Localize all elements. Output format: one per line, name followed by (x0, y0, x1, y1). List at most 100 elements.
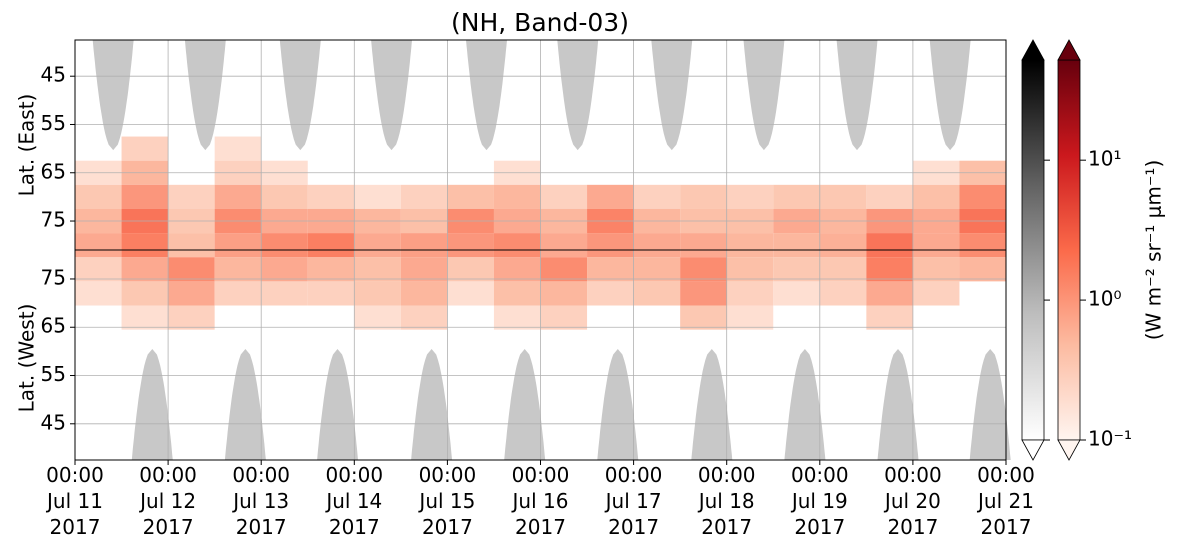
heat-cell (214, 233, 262, 258)
x-tick-label-line: 2017 (329, 515, 380, 539)
heat-cell (726, 305, 774, 330)
heat-cell (912, 184, 960, 209)
heat-cell (400, 305, 448, 330)
heat-cell (168, 184, 215, 209)
heat-cell (680, 233, 727, 258)
heat-cell (680, 305, 727, 330)
heat-cell (307, 233, 355, 258)
x-tick-label-line: 2017 (515, 515, 566, 539)
x-tick-label-line: 00:00 (884, 463, 942, 487)
heat-cell (400, 233, 448, 258)
x-tick-label-line: Jul 21 (976, 489, 1034, 513)
heat-cell (493, 233, 541, 258)
x-tick-label-line: 2017 (981, 515, 1032, 539)
heat-cell (866, 233, 913, 258)
heat-cell (121, 136, 169, 161)
y-tick-label: 45 (41, 63, 66, 87)
heat-cell (354, 184, 401, 209)
heat-cell (493, 281, 541, 306)
colorbar-tick-label: 10⁰ (1088, 287, 1121, 311)
x-tick-label: 00:00 Jul 17 2017 (604, 463, 663, 539)
heat-cell (633, 233, 681, 258)
heat-cell (680, 257, 727, 282)
x-tick-label: 00:00 Jul 12 2017 (138, 463, 197, 539)
heat-cell (354, 233, 401, 258)
heat-cell (726, 233, 774, 258)
x-tick-label-line: Jul 14 (324, 489, 382, 513)
heat-cell (447, 281, 494, 306)
x-tick-label-line: 2017 (794, 515, 845, 539)
gray-region (877, 349, 919, 460)
heat-cell (75, 233, 122, 258)
x-tick-label-line: 2017 (143, 515, 194, 539)
heat-cell (121, 257, 169, 282)
heat-cell (168, 305, 215, 330)
heat-cell (587, 281, 634, 306)
heat-cell (680, 184, 727, 209)
y-tick-label: 75 (41, 265, 66, 289)
colorbar-gray (1021, 59, 1045, 441)
colorbar-red (1057, 59, 1081, 441)
x-tick-label: 00:00 Jul 14 2017 (324, 463, 383, 539)
x-tick-label: 00:00 Jul 19 2017 (790, 463, 849, 539)
heat-cell (540, 257, 588, 282)
x-tick-label-line: 00:00 (512, 463, 570, 487)
gray-region (131, 349, 173, 460)
heat-cell (121, 305, 169, 330)
x-tick-label-line: Jul 15 (417, 489, 475, 513)
heat-cell (959, 257, 1006, 282)
heat-cell (912, 257, 960, 282)
heat-cell (540, 184, 588, 209)
x-tick-label: 00:00 Jul 13 2017 (231, 463, 290, 539)
heat-cell (866, 257, 913, 282)
heat-cell (633, 257, 681, 282)
gray-region (466, 40, 507, 151)
heat-cell (121, 281, 169, 306)
y-tick-label: 75 (41, 208, 66, 232)
heat-cell (447, 257, 494, 282)
heat-cell (540, 281, 588, 306)
x-tick-label-line: 2017 (50, 515, 101, 539)
heat-cell (261, 184, 308, 209)
x-tick-label-line: 2017 (422, 515, 473, 539)
heat-cell (866, 281, 913, 306)
heat-cell (773, 233, 820, 258)
heat-cell (261, 281, 308, 306)
heat-cell (680, 281, 727, 306)
heat-cell (959, 233, 1006, 258)
heat-cell (866, 305, 913, 330)
heat-cell (493, 257, 541, 282)
x-tick-label: 00:00 Jul 18 2017 (697, 463, 756, 539)
heat-cell (819, 281, 867, 306)
heat-cell (773, 257, 820, 282)
x-tick-label-line: 00:00 (977, 463, 1035, 487)
x-tick-label-line: 00:00 (325, 463, 383, 487)
heat-cell (121, 233, 169, 258)
colorbar-gray-extend (1021, 39, 1045, 61)
heat-cell (354, 257, 401, 282)
heat-cell (726, 257, 774, 282)
y-tick-label: 65 (41, 159, 66, 183)
y-tick-label: 65 (41, 314, 66, 338)
gray-region (557, 40, 599, 151)
colorbar-red-extend (1057, 39, 1081, 61)
heat-cell (447, 184, 494, 209)
heat-cell (261, 257, 308, 282)
heat-cell (354, 305, 401, 330)
x-tick-label-line: 00:00 (46, 463, 104, 487)
heat-cell (400, 257, 448, 282)
x-tick-label: 00:00 Jul 15 2017 (417, 463, 476, 539)
colorbar-tick-label: 10⁻¹ (1088, 427, 1132, 451)
heat-cell (400, 184, 448, 209)
x-tick-label-line: 2017 (701, 515, 752, 539)
heat-cell (493, 305, 541, 330)
heat-cell (819, 184, 867, 209)
gray-region (411, 349, 453, 460)
gray-region (317, 349, 358, 460)
heat-cell (633, 281, 681, 306)
colorbar-red-extend (1057, 439, 1081, 461)
gray-region (92, 40, 134, 151)
heat-cell (773, 281, 820, 306)
heat-cell (168, 233, 215, 258)
heat-cell (214, 184, 262, 209)
